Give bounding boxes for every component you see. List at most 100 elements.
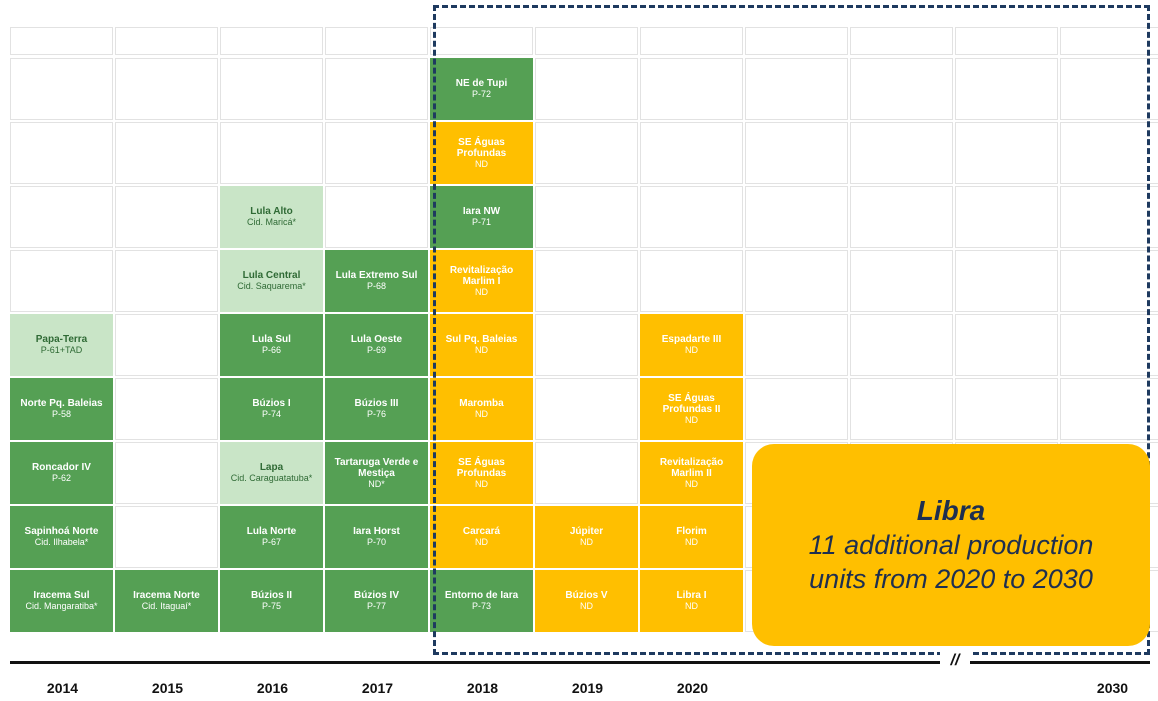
unit-platform: ND [475,286,488,297]
grid-cell [10,122,113,184]
unit-name: Búzios III [354,398,399,409]
production-unit: Lula Alto Cid. Maricá* [220,186,323,248]
grid-cell [115,186,218,248]
unit-name: Revitalização Marlim I [449,264,514,287]
production-unit: Iara NW P-71 [430,186,533,248]
grid-cell [115,378,218,440]
grid-cell [955,378,1058,440]
header-cell [430,27,533,55]
grid-cell [535,122,638,184]
header-cell [220,27,323,55]
unit-name: Iracema Norte [133,590,200,601]
unit-platform: ND [475,345,488,355]
grid-cell [640,58,743,120]
unit-name: Maromba [459,398,504,409]
header-cell [1060,27,1158,55]
production-unit: Florim ND [640,506,743,568]
grid-cell [535,186,638,248]
unit-platform: ND [475,537,488,547]
grid-cell [220,122,323,184]
production-unit: Búzios III P-76 [325,378,428,440]
production-unit: Lapa Cid. Caraguatatuba* [220,442,323,504]
production-unit: Búzios I P-74 [220,378,323,440]
grid-cell [850,186,953,248]
unit-name: Lula Alto [250,206,293,217]
unit-platform: P-69 [366,345,386,355]
production-unit: Lula Norte P-67 [220,506,323,568]
unit-platform: Cid. Mangaratiba* [25,601,98,611]
grid-cell [535,378,638,440]
unit-name: Búzios II [250,590,293,601]
unit-name: Lula Sul [252,334,291,345]
unit-platform: ND [685,414,698,425]
libra-title: Libra [916,495,986,526]
unit-name: Sapinhoá Norte [24,526,99,537]
grid-cell [745,314,848,376]
production-unit: Revitalização Marlim II ND [640,442,743,504]
unit-platform: ND [685,345,698,355]
production-unit: Sapinhoá Norte Cid. Ilhabela* [10,506,113,568]
header-cell [115,27,218,55]
unit-name: SE Águas Profundas [456,456,507,479]
grid-cell [955,250,1058,312]
grid-cell [1060,122,1158,184]
grid-cell [955,122,1058,184]
grid-cell [535,58,638,120]
unit-name: SE Águas Profundas II [662,392,721,415]
unit-name: Florim [676,526,707,537]
unit-platform: P-77 [366,601,386,611]
header-cell [535,27,638,55]
grid-cell [10,58,113,120]
grid-cell [745,378,848,440]
header-cell [955,27,1058,55]
production-unit: Libra I ND [640,570,743,632]
unit-platform: P-70 [366,537,386,547]
grid-cell [535,250,638,312]
unit-name: Júpiter [569,526,604,537]
grid-cell [1060,250,1158,312]
unit-name: SE Águas Profundas [456,136,507,159]
grid-cell [850,378,953,440]
unit-platform: P-76 [366,409,386,419]
unit-platform: ND* [368,478,385,489]
production-unit: Iracema Sul Cid. Mangaratiba* [10,570,113,632]
grid-cell [10,186,113,248]
unit-platform: Cid. Itaguaí* [141,601,192,611]
unit-platform: Cid. Maricá* [246,217,296,227]
unit-platform: P-72 [471,89,491,99]
grid-cell [115,250,218,312]
unit-platform: ND [475,478,488,489]
unit-platform: ND [475,409,488,419]
year-label: 2014 [46,680,79,696]
grid-cell [115,314,218,376]
year-label: 2016 [256,680,289,696]
grid-cell [850,122,953,184]
grid-cell [115,506,218,568]
axis-break: // [940,652,970,672]
grid-cell [955,58,1058,120]
timeline-axis [10,661,1150,664]
unit-name: Búzios I [252,398,291,409]
year-label: 2018 [466,680,499,696]
production-unit: SE Águas Profundas ND [430,122,533,184]
grid-cell [640,186,743,248]
production-unit: Maromba ND [430,378,533,440]
unit-platform: P-73 [471,601,491,611]
year-label: 2017 [361,680,394,696]
unit-name: Revitalização Marlim II [659,456,724,479]
unit-name: Norte Pq. Baleias [20,398,103,409]
unit-platform: P-75 [261,601,281,611]
unit-platform: ND [685,601,698,611]
unit-platform: ND [475,158,488,169]
production-unit: Iracema Norte Cid. Itaguaí* [115,570,218,632]
grid-cell [745,250,848,312]
grid-cell [220,58,323,120]
unit-name: Sul Pq. Baleias [445,334,518,345]
unit-name: Lula Oeste [350,334,403,345]
header-cell [10,27,113,55]
production-unit: Espadarte III ND [640,314,743,376]
unit-platform: P-66 [261,345,281,355]
unit-name: Iara NW [462,206,501,217]
unit-platform: P-62 [51,473,71,483]
unit-platform: P-74 [261,409,281,419]
